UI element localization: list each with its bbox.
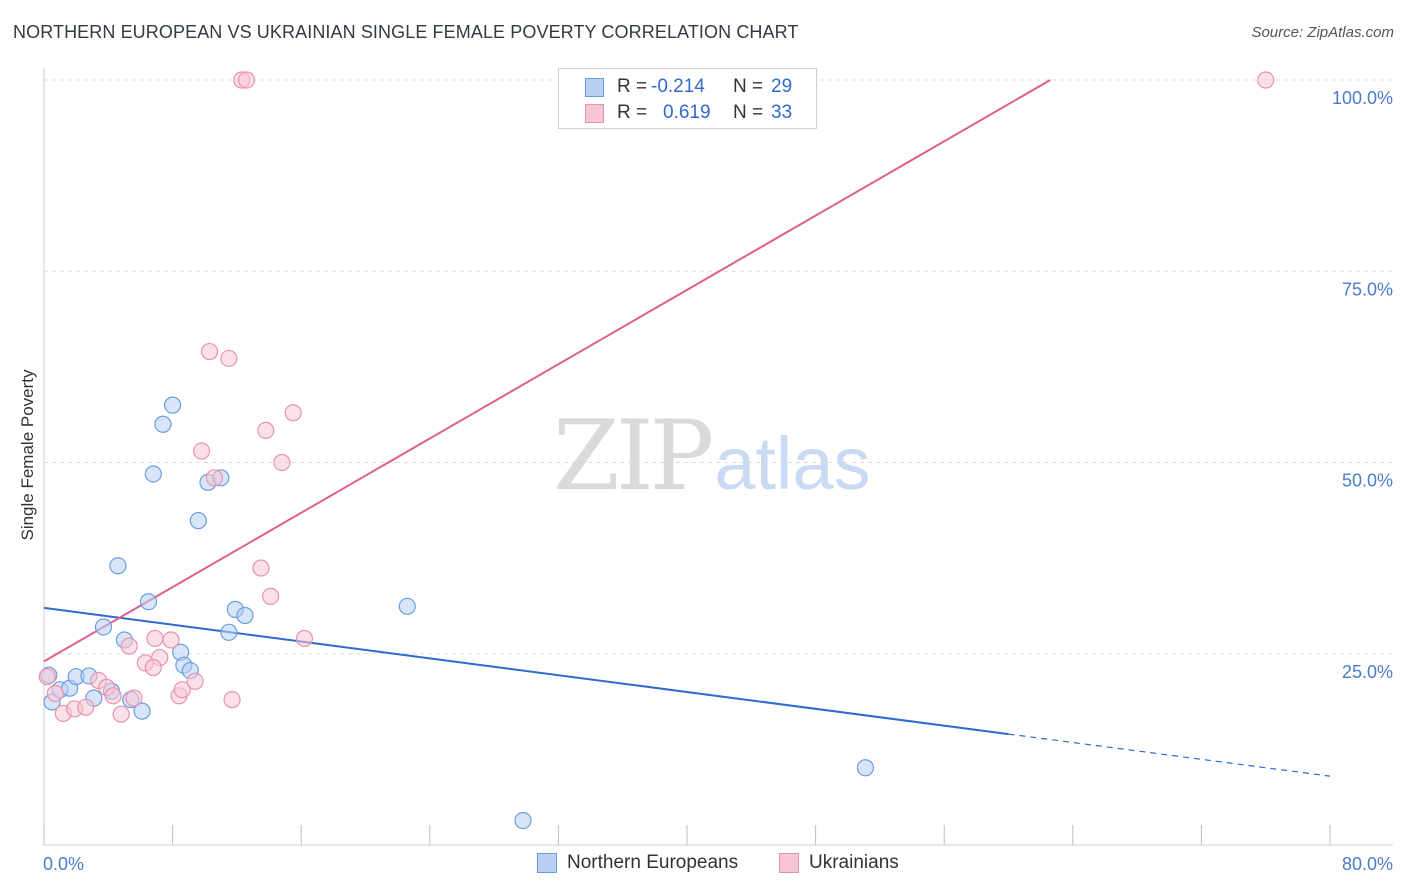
point-ukrainians <box>38 668 56 686</box>
point-ukrainians <box>125 689 143 707</box>
point-northern-europeans <box>139 593 158 611</box>
point-ukrainians <box>200 342 219 361</box>
watermark-atlas: atlas <box>714 422 871 505</box>
point-ukrainians <box>162 631 180 649</box>
point-ukrainians <box>252 559 270 577</box>
trendline-northern-europeans <box>43 606 1009 736</box>
legend-n-value: 33 <box>771 102 793 123</box>
point-northern-europeans <box>514 811 532 830</box>
point-ukrainians <box>205 469 223 487</box>
point-ukrainians <box>295 629 314 648</box>
point-ukrainians <box>120 637 138 655</box>
point-ukrainians <box>257 421 275 439</box>
y-tick-label: 50.0% <box>1342 471 1393 491</box>
point-ukrainians <box>144 658 162 677</box>
point-ukrainians <box>220 349 238 368</box>
point-ukrainians <box>237 71 256 89</box>
legend-swatch-pink <box>779 853 799 873</box>
point-ukrainians <box>46 684 64 703</box>
point-northern-europeans <box>133 702 151 720</box>
legend-n-label: N = <box>733 102 764 123</box>
grid-layer <box>44 79 1393 655</box>
point-northern-europeans <box>236 606 254 625</box>
point-ukrainians <box>77 698 95 716</box>
source-label: Source: ZipAtlas.com <box>1251 24 1394 41</box>
point-ukrainians <box>112 705 130 723</box>
point-northern-europeans <box>154 415 172 433</box>
point-ukrainians <box>273 453 291 472</box>
trendline-ukrainians <box>43 79 1051 663</box>
point-northern-europeans <box>94 618 113 636</box>
point-ukrainians <box>104 687 122 705</box>
point-ukrainians <box>192 442 211 460</box>
point-northern-europeans <box>164 396 182 414</box>
point-northern-europeans <box>856 759 875 777</box>
point-layer <box>38 71 1275 830</box>
correlation-legend: R = -0.214 N = 29 R = 0.619 N = 33 <box>558 68 817 129</box>
x-tick-max: 80.0% <box>1342 854 1393 874</box>
point-ukrainians <box>223 691 241 709</box>
legend-swatch-blue <box>585 78 604 97</box>
legend-r-label: R = <box>617 102 648 123</box>
trend-layer <box>43 79 1331 777</box>
point-ukrainians <box>1257 71 1275 89</box>
trendline-extension-northern-europeans <box>1008 733 1331 777</box>
watermark-zip: ZIP <box>553 400 714 512</box>
point-northern-europeans <box>144 465 162 483</box>
y-axis-label: Single Female Poverty <box>18 369 37 541</box>
point-northern-europeans <box>398 597 416 615</box>
y-tick-label: 25.0% <box>1342 662 1393 682</box>
point-ukrainians <box>186 672 204 690</box>
y-tick-label: 75.0% <box>1342 279 1393 299</box>
point-ukrainians <box>173 681 191 699</box>
y-tick-label: 100.0% <box>1332 88 1393 108</box>
axis-layer <box>43 68 1393 846</box>
point-northern-europeans <box>109 557 127 575</box>
point-northern-europeans <box>220 623 238 641</box>
legend-label: Northern Europeans <box>567 852 739 873</box>
legend-n-label: N = <box>733 76 764 97</box>
legend-swatch-pink <box>585 104 604 123</box>
point-ukrainians <box>146 629 164 648</box>
point-northern-europeans <box>189 512 207 530</box>
point-ukrainians <box>284 404 302 422</box>
legend-swatch-blue <box>537 853 557 873</box>
legend-r-value: -0.214 <box>651 76 705 97</box>
legend-r-label: R = <box>617 76 648 97</box>
legend-label: Ukrainians <box>809 852 899 873</box>
chart-title: NORTHERN EUROPEAN VS UKRAINIAN SINGLE FE… <box>13 22 799 42</box>
watermark: ZIPatlas <box>553 400 871 512</box>
x-tick-min: 0.0% <box>43 854 84 874</box>
point-ukrainians <box>262 587 280 605</box>
legend-r-value: 0.619 <box>663 102 711 123</box>
label-layer: 100.0% 75.0% 50.0% 25.0% <box>1332 88 1393 682</box>
legend-n-value: 29 <box>771 76 793 97</box>
